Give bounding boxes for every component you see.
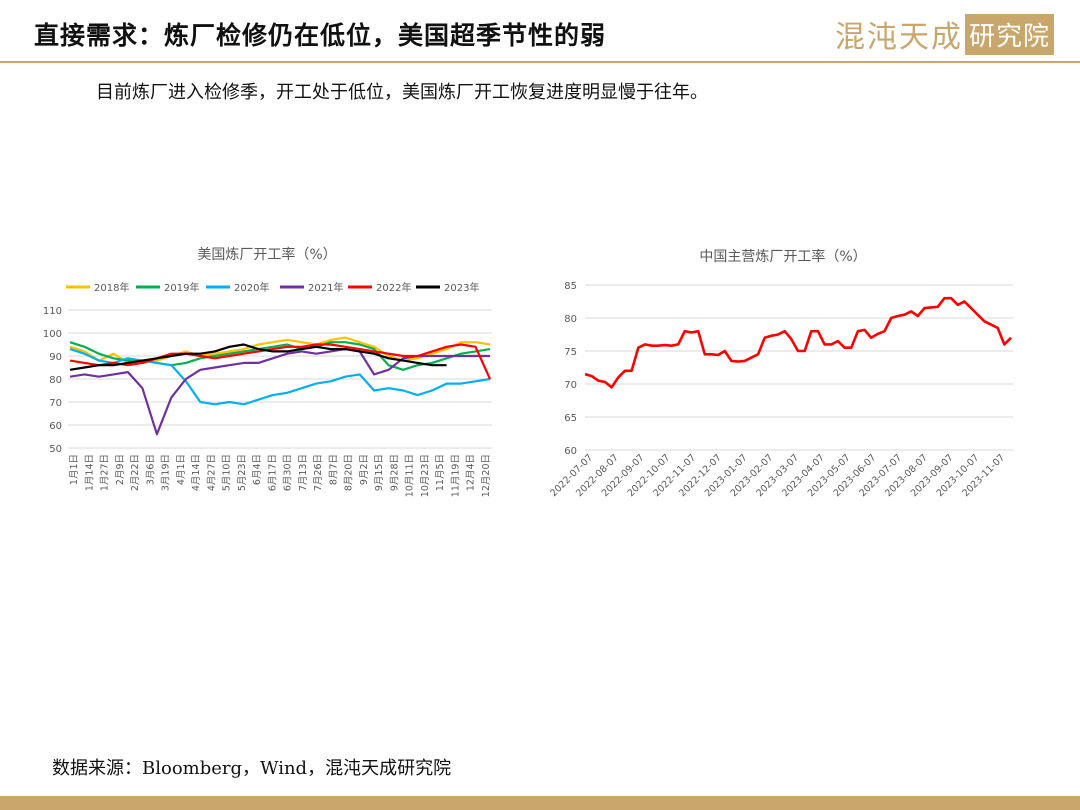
x-tick-label: 5月23日 [237, 454, 248, 491]
legend-label: 2019年 [164, 281, 199, 294]
x-tick-label: 9月28日 [389, 454, 400, 491]
x-tick-label: 3月19日 [161, 454, 172, 491]
x-tick-label: 7月26日 [313, 454, 324, 491]
source-note: 数据来源：Bloomberg，Wind，混沌天成研究院 [52, 758, 452, 779]
legend-label: 2022年 [376, 281, 411, 294]
chart-title: 美国炼厂开工率（%） [197, 246, 336, 263]
legend-label: 2020年 [234, 281, 269, 294]
y-tick-label: 60 [564, 446, 577, 457]
x-tick-label: 4月14日 [191, 454, 202, 491]
x-tick-label: 10月11日 [405, 454, 416, 497]
y-tick-label: 70 [564, 380, 577, 391]
y-tick-label: 90 [49, 352, 62, 363]
y-tick-label: 110 [43, 306, 62, 317]
x-tick-label: 11月5日 [435, 454, 446, 491]
brand-script: 混沌天成 [834, 20, 963, 55]
header-divider [0, 61, 1080, 63]
legend-label: 2021年 [308, 281, 343, 294]
x-tick-label: 2月9日 [115, 454, 126, 485]
series-line-2022年 [69, 343, 492, 380]
china-refinery-chart: 中国主营炼厂开工率（%）6065707580852022-07-072022-0… [548, 248, 1013, 499]
x-tick-label: 5月10日 [222, 454, 233, 491]
x-tick-label: 6月4日 [252, 454, 263, 485]
series-line-2023年 [69, 343, 447, 371]
y-tick-label: 75 [564, 347, 577, 358]
x-tick-label: 8月7日 [328, 454, 339, 485]
y-tick-label: 50 [49, 444, 62, 455]
x-tick-label: 10月23日 [420, 454, 431, 497]
legend-label: 2023年 [444, 281, 479, 294]
y-tick-label: 80 [49, 375, 62, 386]
y-tick-label: 85 [564, 281, 577, 292]
x-tick-label: 12月20日 [481, 454, 492, 497]
y-tick-label: 100 [43, 329, 62, 340]
y-tick-label: 65 [564, 413, 577, 424]
x-tick-label: 1月1日 [69, 454, 80, 485]
x-tick-label: 8月20日 [344, 454, 355, 491]
footer-bar [0, 796, 1080, 810]
x-tick-label: 11月19日 [450, 454, 461, 497]
series-line-china [584, 296, 1012, 389]
us-refinery-chart: 美国炼厂开工率（%） 2018年 2019年 2020年 2021年 2022年 2023年… [43, 246, 492, 497]
x-tick-label: 6月30日 [283, 454, 294, 491]
chart-title: 中国主营炼厂开工率（%） [699, 248, 866, 265]
brand-logo: 混沌天成 研究院 [835, 12, 1054, 56]
y-tick-label: 80 [564, 314, 577, 325]
x-tick-label: 6月17日 [267, 454, 278, 491]
legend-label: 2018年 [94, 281, 129, 294]
x-tick-label: 2月22日 [130, 454, 141, 491]
x-tick-label: 3月6日 [145, 454, 156, 485]
x-tick-label: 1月14日 [84, 454, 95, 491]
x-tick-label: 12月4日 [466, 454, 477, 491]
brand-box: 研究院 [964, 13, 1054, 55]
x-tick-label: 7月13日 [298, 454, 309, 491]
subtitle: 目前炼厂进入检修季，开工处于低位，美国炼厂开工恢复进度明显慢于往年。 [96, 82, 708, 103]
x-tick-label: 1月27日 [100, 454, 111, 491]
y-tick-label: 60 [49, 421, 62, 432]
y-tick-label: 70 [49, 398, 62, 409]
x-tick-label: 4月1日 [176, 454, 187, 485]
x-tick-label: 4月27日 [206, 454, 217, 491]
x-tick-label: 9月2日 [359, 454, 370, 485]
x-tick-label: 9月15日 [374, 454, 385, 491]
page-title: 直接需求：炼厂检修仍在低位，美国超季节性的弱 [34, 21, 607, 50]
